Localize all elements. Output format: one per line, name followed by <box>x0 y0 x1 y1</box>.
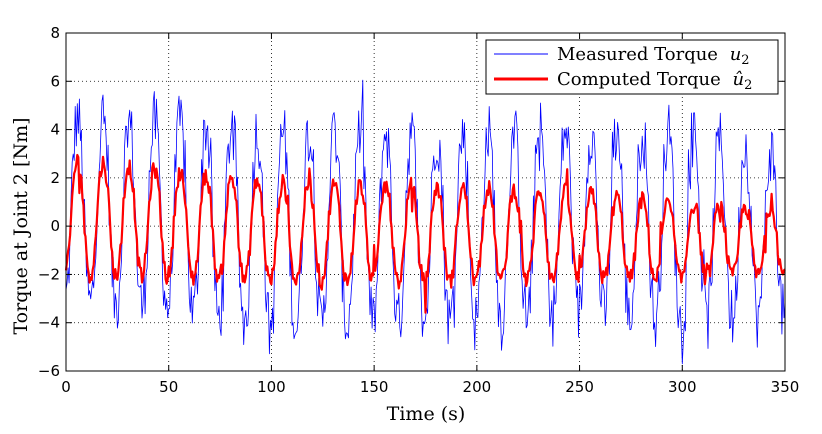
legend-sub-computed: 2 <box>744 78 752 93</box>
x-tick-label: 200 <box>463 378 492 396</box>
y-tick-label: 6 <box>50 72 60 90</box>
legend-box <box>485 39 779 95</box>
legend: Measured Torque u2 Computed Torque û2 <box>485 39 779 95</box>
x-tick-label: 150 <box>360 378 389 396</box>
y-tick-label: 2 <box>50 169 60 187</box>
y-tick-label: −2 <box>38 265 60 283</box>
legend-label-measured-text: Measured Torque <box>557 44 718 65</box>
y-tick-label: 4 <box>50 121 60 139</box>
series-line-measured <box>65 79 786 365</box>
x-tick-label: 100 <box>257 378 286 396</box>
series-line-computed <box>64 153 786 314</box>
y-axis-title: Torque at Joint 2 [Nm] <box>10 117 32 334</box>
legend-math-measured: u <box>730 44 742 65</box>
x-tick-label: 300 <box>668 378 697 396</box>
x-tick-label: 250 <box>565 378 594 396</box>
x-tick-label: 50 <box>159 378 178 396</box>
y-tick-label: −6 <box>38 362 60 380</box>
y-tick-label: 0 <box>50 217 60 235</box>
axis-ticks: 0 50 100 150 200 250 300 350 −6 −4 −2 0 2 4 6 8 <box>38 24 799 396</box>
legend-label-computed-text: Computed Torque <box>557 69 721 90</box>
legend-label-measured: Measured Torque u2 <box>557 44 750 68</box>
axes-frame <box>65 32 786 372</box>
legend-math-computed: û <box>732 69 744 90</box>
legend-label-computed: Computed Torque û2 <box>557 69 752 93</box>
x-tick-label: 0 <box>61 378 71 396</box>
plot-area <box>64 79 786 365</box>
x-tick-label: 350 <box>771 378 800 396</box>
x-axis-title: Time (s) <box>387 403 466 425</box>
y-tick-label: 8 <box>50 24 60 42</box>
legend-sub-measured: 2 <box>741 53 749 68</box>
y-tick-label: −4 <box>38 314 60 332</box>
